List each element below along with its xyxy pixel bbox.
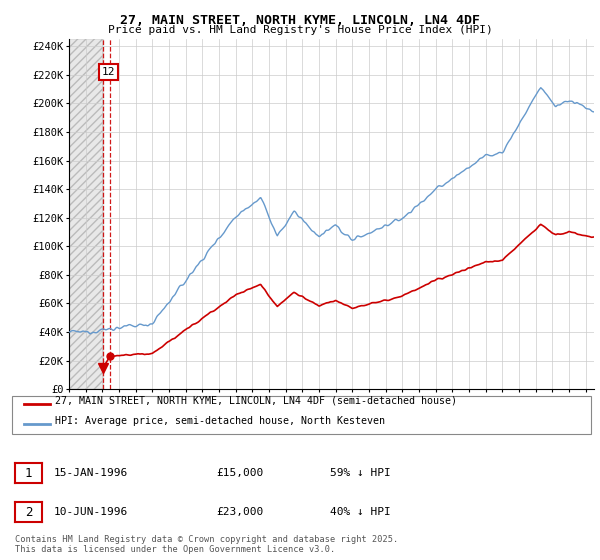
- Text: 27, MAIN STREET, NORTH KYME, LINCOLN, LN4 4DF (semi-detached house): 27, MAIN STREET, NORTH KYME, LINCOLN, LN…: [55, 395, 457, 405]
- Text: 40% ↓ HPI: 40% ↓ HPI: [330, 507, 391, 517]
- Bar: [69, 39, 103, 389]
- Text: 1: 1: [25, 466, 32, 480]
- Text: 59% ↓ HPI: 59% ↓ HPI: [330, 468, 391, 478]
- Text: 15-JAN-1996: 15-JAN-1996: [54, 468, 128, 478]
- Text: Price paid vs. HM Land Registry's House Price Index (HPI): Price paid vs. HM Land Registry's House …: [107, 25, 493, 35]
- Text: £15,000: £15,000: [216, 468, 263, 478]
- Text: £23,000: £23,000: [216, 507, 263, 517]
- FancyBboxPatch shape: [12, 396, 591, 434]
- Text: Contains HM Land Registry data © Crown copyright and database right 2025.
This d: Contains HM Land Registry data © Crown c…: [15, 535, 398, 554]
- Text: 10-JUN-1996: 10-JUN-1996: [54, 507, 128, 517]
- Bar: [69, 39, 103, 389]
- Text: 12: 12: [102, 67, 116, 77]
- Text: HPI: Average price, semi-detached house, North Kesteven: HPI: Average price, semi-detached house,…: [55, 416, 385, 426]
- Text: 2: 2: [25, 506, 32, 519]
- Text: 27, MAIN STREET, NORTH KYME, LINCOLN, LN4 4DF: 27, MAIN STREET, NORTH KYME, LINCOLN, LN…: [120, 14, 480, 27]
